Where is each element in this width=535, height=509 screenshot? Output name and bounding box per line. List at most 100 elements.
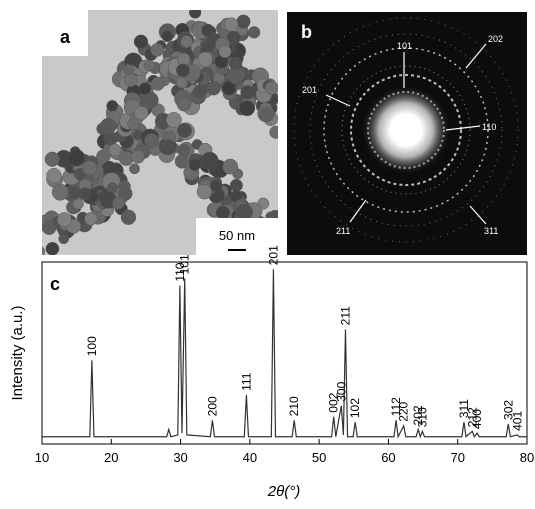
- nanoparticle: [200, 151, 219, 170]
- nanoparticle: [218, 45, 232, 59]
- nanoparticle: [188, 10, 202, 19]
- nanoparticle: [188, 158, 201, 171]
- nanoparticle: [176, 63, 190, 78]
- nanoparticle: [46, 168, 62, 184]
- nanoparticle: [68, 186, 81, 199]
- peak-label: 002: [327, 392, 341, 412]
- peak-label: 220: [397, 401, 411, 421]
- x-tick-label: 30: [173, 450, 187, 465]
- nanoparticle: [222, 158, 239, 175]
- x-tick-label: 70: [450, 450, 464, 465]
- x-tick-label: 60: [381, 450, 395, 465]
- nanoparticle: [150, 43, 165, 57]
- nanoparticle: [120, 209, 137, 225]
- panel-label: c: [50, 274, 60, 294]
- nanoparticle: [259, 107, 274, 122]
- nanoparticle: [108, 143, 122, 157]
- ring-label: 201: [302, 85, 317, 95]
- nanoparticle: [209, 179, 223, 192]
- nanoparticle: [176, 96, 192, 112]
- nanoparticle: [239, 100, 256, 117]
- nanoparticle: [161, 30, 174, 43]
- ring-pointers: [325, 43, 487, 225]
- peak-label: 111: [239, 372, 253, 391]
- nanoparticle: [141, 91, 159, 109]
- nanoparticle: [81, 160, 97, 176]
- nanoparticle: [240, 85, 255, 100]
- nanoparticles: [42, 10, 278, 255]
- peak-label: 211: [338, 306, 352, 325]
- nanoparticle: [144, 133, 160, 149]
- scale-bar-label: 50 nm: [219, 228, 255, 243]
- nanoparticle: [229, 178, 243, 193]
- x-tick-label: 10: [35, 450, 49, 465]
- panel-label: a: [60, 27, 71, 47]
- nanoparticle: [228, 56, 243, 71]
- nanoparticle: [224, 17, 239, 32]
- panel-b: b 101 202 201 110 211 311: [287, 12, 527, 255]
- nanoparticle: [247, 26, 261, 39]
- nanoparticle: [51, 183, 69, 201]
- nanoparticle: [72, 198, 84, 210]
- y-axis-title: Intensity (a.u.): [9, 305, 26, 400]
- xrd-line: [42, 269, 527, 439]
- nanoparticle: [264, 80, 278, 95]
- nanoparticle: [197, 51, 213, 67]
- nanoparticle: [180, 35, 194, 48]
- nanoparticle: [221, 80, 237, 96]
- x-tick-label: 40: [243, 450, 257, 465]
- peak-label: 212: [465, 407, 479, 427]
- nanoparticle: [138, 82, 152, 95]
- peak-label: 202: [411, 405, 425, 425]
- nanoparticle: [177, 122, 192, 138]
- ring-label: 202: [488, 34, 503, 44]
- nanoparticle: [215, 205, 231, 220]
- nanoparticle: [276, 92, 278, 100]
- nanoparticle: [57, 212, 72, 227]
- nanoparticle: [84, 212, 98, 226]
- nanoparticle: [118, 150, 134, 166]
- x-axis-title: 2θ(°): [267, 483, 300, 500]
- nanoparticle: [112, 196, 125, 210]
- ring-labels: 101 202 201 110 211 311: [302, 34, 503, 236]
- nanoparticle: [161, 139, 175, 152]
- nanoparticle: [150, 76, 165, 91]
- ring-label: 211: [336, 226, 350, 236]
- scale-box: [196, 218, 278, 255]
- peak-label: 400: [470, 409, 484, 429]
- nanoparticle: [58, 233, 69, 245]
- nanoparticle: [131, 149, 145, 164]
- peak-label: 100: [85, 336, 99, 356]
- peak-label: 201: [266, 245, 280, 265]
- diffraction-rings: [293, 17, 519, 243]
- nanoparticle: [236, 14, 251, 29]
- peak-label: 210: [287, 396, 301, 416]
- nanoparticle: [129, 163, 140, 175]
- nanoparticle: [123, 73, 138, 87]
- nanoparticle: [42, 249, 44, 255]
- nanoparticle: [42, 246, 46, 255]
- nanoparticle: [206, 80, 221, 96]
- nanoparticle: [196, 184, 213, 200]
- nanoparticle: [133, 34, 149, 49]
- ring-label: 311: [484, 226, 498, 236]
- peak-label: 102: [348, 398, 362, 418]
- nanoparticle: [165, 112, 182, 128]
- panel-label: b: [301, 22, 312, 42]
- nanoparticle: [192, 85, 205, 99]
- peak-label: 311: [457, 399, 471, 418]
- central-beam: [361, 85, 451, 175]
- label-box: [42, 10, 88, 56]
- nanoparticle: [269, 125, 278, 139]
- ring-label: 101: [397, 41, 412, 51]
- peak-label: 310: [415, 407, 429, 427]
- nanoparticle: [67, 149, 86, 167]
- peak-label: 110: [173, 262, 187, 281]
- nanoparticle: [106, 100, 119, 112]
- peak-label: 302: [501, 400, 515, 420]
- nanoparticle: [143, 59, 155, 71]
- peak-label: 101: [178, 254, 192, 274]
- nanoparticle: [45, 241, 60, 255]
- peak-label: 112: [389, 397, 403, 416]
